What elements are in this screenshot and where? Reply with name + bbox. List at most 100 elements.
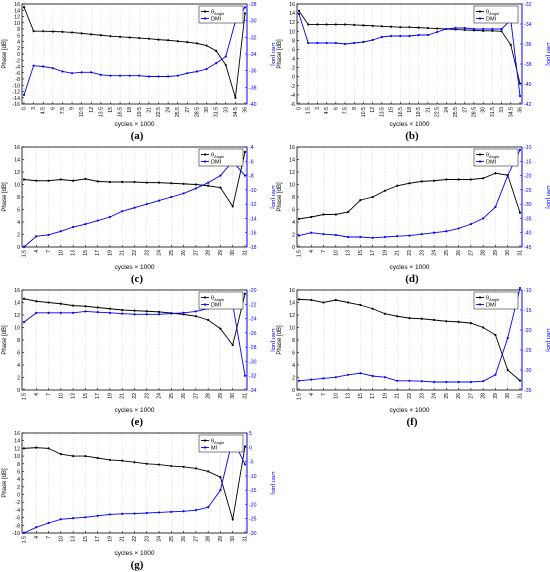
y-tick-label-right: -10 [249, 188, 257, 194]
data-point-left [121, 308, 124, 312]
y-tick-label-right: -40 [524, 82, 532, 88]
x-tick-label: 29 [218, 393, 224, 399]
data-point-left [194, 183, 197, 186]
data-point-right [445, 380, 448, 384]
data-point-left [108, 180, 112, 184]
y-tick-label-left: 2 [292, 233, 295, 239]
data-point-right [84, 516, 87, 519]
data-point-left [334, 298, 337, 302]
data-point-left [334, 23, 337, 26]
data-point-right [243, 463, 247, 466]
y-tick-label-right: -42 [524, 102, 532, 108]
x-tick-label: 15 [83, 536, 89, 542]
x-tick-label: 1.5 [22, 250, 28, 257]
data-point-right [454, 26, 457, 30]
data-point-right [170, 510, 173, 513]
panel-c: 0 2 4 6 8 10 12 14 16 -18 -16 -14 -12 -10 -8 -6 -4 1.5 4 7 1… [0, 143, 275, 271]
y-tick-label-left: -6 [15, 516, 20, 522]
y-tick-label-left: 2 [17, 485, 20, 491]
panel-g: -10 -8 -6 -4 -2 0 2 4 6 8 10 12 14 16 -30 -25 -20 -15 -10-… [0, 429, 275, 557]
y-tick-label-left: 8 [292, 195, 295, 201]
y-tick-label-left: -6 [15, 71, 20, 77]
x-tick-label: 24 [157, 393, 163, 399]
data-point-right [383, 376, 387, 379]
x-tick-label: 27 [193, 536, 199, 542]
y-tick-label-right: -20 [249, 288, 257, 294]
x-tick-label: 21 [146, 107, 152, 113]
x-tick-label: 24 [157, 536, 163, 542]
data-point-left [167, 39, 170, 42]
x-tick-label: 13.5 [98, 107, 104, 117]
data-point-right [133, 206, 136, 209]
data-point-right [463, 26, 466, 30]
y-tick-label-left: 4 [17, 363, 20, 369]
x-tick-label: 13.5 [379, 107, 385, 117]
data-point-right [96, 514, 99, 517]
x-tick-label: 12 [89, 107, 95, 113]
y-tick-label-right: -30 [524, 368, 532, 374]
data-point-left [32, 30, 35, 33]
x-tick-label: 19 [107, 250, 113, 256]
x-tick-label: 4 [34, 393, 40, 396]
data-point-right [347, 373, 350, 376]
data-point-right [432, 231, 436, 234]
data-point-left [359, 199, 362, 202]
data-point-right [457, 380, 460, 384]
data-point-left [22, 178, 26, 181]
x-tick-label: 15 [83, 250, 89, 256]
x-tick-label: 31.5 [490, 107, 496, 117]
y-tick-label-left: 8 [17, 27, 20, 33]
x-tick-label: 23 [144, 393, 150, 399]
y-tick-label-right: -32 [524, 2, 532, 8]
legend-marker [203, 439, 207, 442]
data-point-right [170, 312, 173, 315]
y-tick-label-right: -36 [524, 42, 532, 48]
data-point-right [59, 518, 62, 521]
data-point-right [128, 74, 131, 77]
data-point-right [35, 526, 38, 529]
data-point-right [396, 235, 399, 238]
data-point-left [334, 213, 337, 216]
data-point-left [47, 447, 50, 450]
data-point-right [22, 531, 26, 535]
x-tick-label: 4 [309, 250, 315, 253]
data-point-left [47, 179, 50, 182]
y-tick-label-left: -6 [290, 102, 295, 108]
x-tick-label: 10.5 [361, 107, 367, 117]
x-tick-label: 15 [389, 107, 395, 113]
y-tick-label-right: -26 [249, 331, 257, 337]
x-tick-label: 28.5 [194, 107, 200, 117]
x-tick-label: 26 [456, 250, 462, 256]
data-point-left [310, 298, 313, 302]
data-point-left [72, 179, 75, 182]
x-tick-label: 15 [358, 393, 364, 399]
x-tick-label: 15 [83, 393, 89, 399]
y-tick-label-right: -35 [524, 216, 532, 222]
y-tick-label-left: 16 [14, 288, 20, 294]
x-tick-label: 13 [71, 250, 77, 256]
data-point-left [133, 180, 136, 184]
y-tick-label-right: -15 [524, 159, 532, 165]
x-tick-label: 22.5 [156, 107, 162, 117]
data-point-left [457, 178, 460, 181]
data-point-left [99, 34, 102, 37]
data-point-left [121, 459, 124, 462]
y-tick-label-left: 14 [14, 301, 20, 307]
data-point-left [234, 96, 237, 99]
y-tick-label-left: 16 [14, 2, 20, 8]
data-point-right [22, 245, 26, 249]
x-tick-label: 3 [315, 107, 321, 110]
data-point-left [90, 33, 93, 36]
data-point-right [147, 75, 151, 78]
data-point-left [469, 322, 472, 325]
data-point-right [399, 34, 402, 38]
x-tick-label: 30 [230, 536, 236, 542]
y-tick-label-right: -40 [249, 102, 257, 108]
x-tick-label: 22 [132, 393, 138, 399]
y-tick-label-right: -25 [524, 348, 532, 354]
data-point-left [353, 23, 356, 27]
data-point-left [408, 26, 411, 29]
legend-box [473, 291, 519, 310]
data-point-right [243, 374, 247, 377]
x-axis-label: cycles × 1000 [390, 121, 430, 128]
